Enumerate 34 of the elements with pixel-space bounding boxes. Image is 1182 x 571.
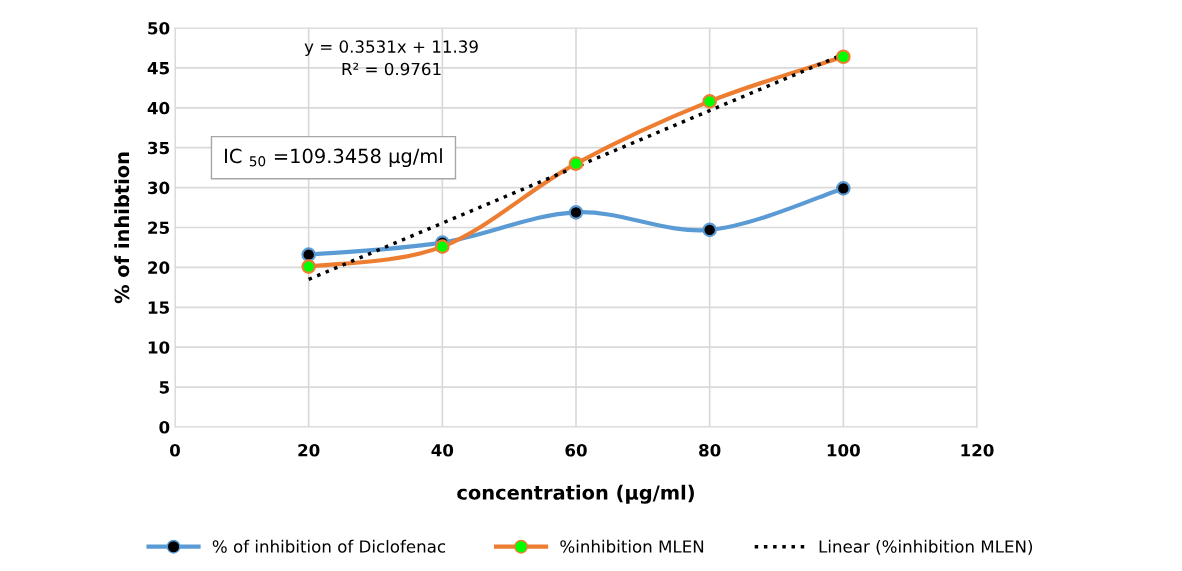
y-tick-label: 15 [148,301,169,314]
point [435,239,450,254]
annotation: y = 0.3531x + 11.39 R² = 0.9761 [304,40,478,76]
legend-label: %inhibition MLEN [560,539,704,553]
point [301,247,316,262]
annotation: IC $_{50}$ =109.3458 μg/ml [225,148,442,168]
y-tick-label: 20 [148,261,170,274]
y-tick-label: 10 [148,341,170,354]
legend-label: Linear (%inhibition MLEN) [819,539,1033,555]
point [568,156,584,171]
x-tick-label: 0 [170,443,180,457]
y-tick-label: 30 [148,181,170,195]
x-axis-title: concentration (μg/ml) [457,484,694,504]
y-tick-label: 50 [148,21,170,35]
x-tick-label: 120 [961,443,994,457]
legend-label: % of inhibition of Diclofenac [212,539,446,553]
x-tick-label: 100 [827,443,860,457]
x-tick-label: 40 [431,443,454,457]
y-tick-label: 25 [148,221,169,235]
point [301,259,316,274]
y-tick-label: 40 [147,101,170,115]
y-tick-label: 45 [147,62,169,75]
point [702,94,717,109]
point [702,222,717,238]
y-axis-title: % of inhibtion [114,152,130,304]
x-tick-label: 80 [699,443,721,457]
point [836,181,851,196]
y-tick-label: 0 [159,420,170,434]
y-tick-label: 35 [148,141,169,155]
x-tick-label: 60 [565,443,587,457]
x-tick-label: 20 [298,443,320,457]
point [836,49,851,65]
y-tick-label: 5 [159,381,169,394]
point [568,205,584,220]
